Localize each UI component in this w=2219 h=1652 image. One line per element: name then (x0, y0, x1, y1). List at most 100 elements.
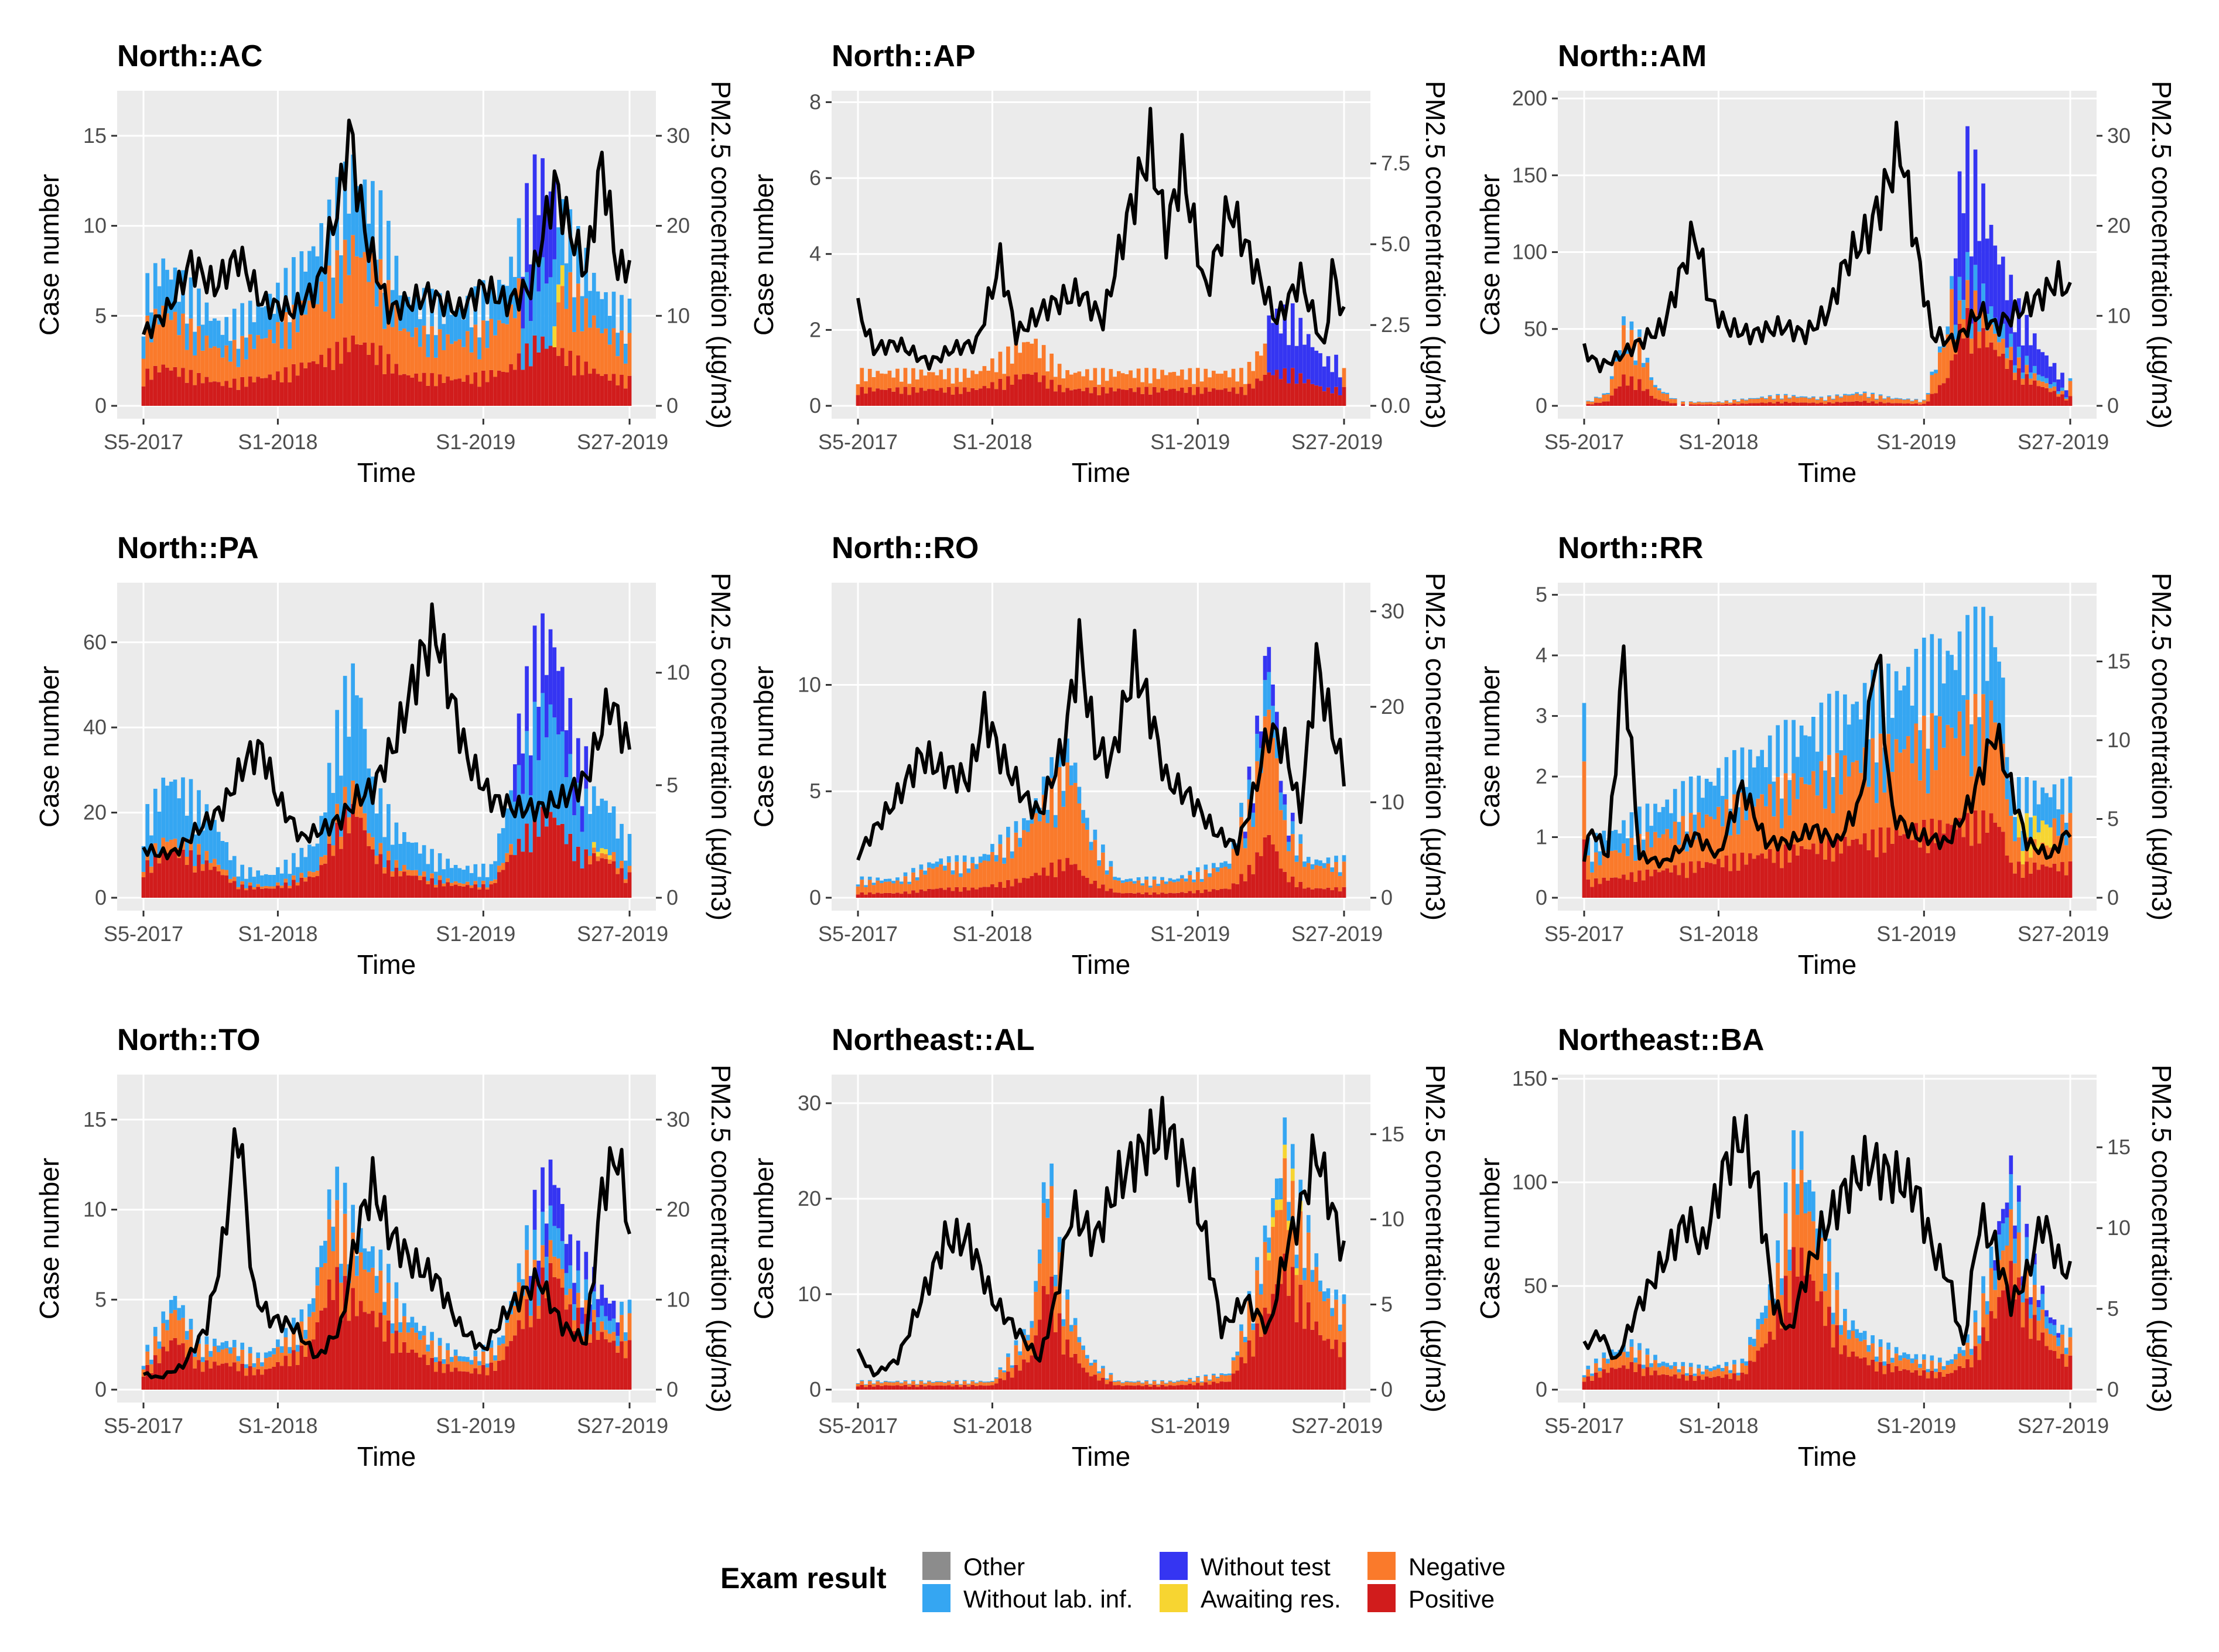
bar-segment-negative (1097, 384, 1101, 395)
bar-segment-nolab (197, 288, 201, 326)
bar-segment-negative (1136, 1381, 1141, 1386)
bar-segment-positive (367, 1314, 371, 1390)
bar-segment-nolab (1195, 867, 1200, 872)
bar-segment-negative (1783, 1213, 1788, 1276)
bar-segment-positive (378, 345, 383, 406)
bar-segment-positive (627, 1340, 632, 1390)
bar-segment-negative (1862, 1339, 1867, 1357)
bar-segment-positive (2001, 832, 2005, 898)
bar-segment-positive (387, 1320, 391, 1390)
bar-segment-positive (532, 810, 537, 898)
bar-segment-negative (347, 275, 351, 353)
bar-segment-negative (588, 327, 592, 374)
bar-segment-nolab (1697, 1364, 1701, 1369)
bar-segment-negative (596, 328, 600, 374)
bar-segment-positive (1598, 403, 1602, 406)
bar-segment-negative (1791, 773, 1796, 844)
bar-segment-positive (1799, 402, 1804, 406)
bar-segment-positive (915, 392, 919, 406)
bar-segment-positive (1953, 354, 1958, 406)
bar-segment-nolab (394, 255, 399, 304)
bar-segment-notest (552, 175, 557, 259)
bar-segment-negative (1961, 755, 1966, 837)
bar-segment-positive (604, 1339, 608, 1390)
bar-segment-negative (1890, 399, 1895, 403)
bar-segment-negative (564, 309, 569, 366)
bar-segment-nolab (611, 292, 616, 329)
bar-segment-negative (1105, 874, 1109, 891)
bar-segment-negative (204, 336, 209, 377)
bar-segment-positive (2013, 1299, 2017, 1390)
bar-segment-positive (1772, 863, 1776, 898)
legend-item: Without lab. inf. (922, 1584, 1133, 1613)
bar-segment-positive (1831, 1347, 1835, 1390)
bar-segment-negative (2029, 1318, 2033, 1339)
bar-segment-positive (406, 1352, 411, 1390)
bar-segment-positive (268, 374, 272, 406)
bar-segment-positive (1085, 877, 1089, 898)
bar-segment-positive (994, 389, 999, 406)
bar-segment-nolab (189, 277, 193, 319)
bar-segment-negative (1649, 380, 1654, 396)
bar-segment-positive (228, 1366, 233, 1390)
bar-segment-positive (2064, 875, 2068, 898)
bar-segment-negative (197, 1343, 201, 1360)
bar-segment-nolab (358, 1228, 363, 1253)
bar-segment-nolab (919, 1380, 924, 1381)
bar-segment-notest (2009, 1155, 2013, 1175)
bar-segment-nolab (402, 1303, 406, 1316)
bar-segment-negative (1767, 1300, 1772, 1332)
bar-segment-negative (1089, 1365, 1093, 1377)
bar-segment-nolab (903, 1380, 908, 1381)
bar-segment-nolab (1704, 778, 1709, 815)
bar-segment-nolab (1930, 634, 1934, 713)
bar-segment-positive (276, 885, 280, 898)
bar-segment-negative (434, 357, 438, 387)
bar-segment-negative (591, 847, 596, 853)
bar-segment-positive (1602, 877, 1606, 898)
bar-segment-positive (584, 361, 589, 406)
bar-segment-nolab (1152, 876, 1157, 880)
bar-segment-notest (536, 706, 541, 761)
bar-segment-negative (1906, 1359, 1910, 1370)
bar-segment-positive (1851, 1351, 1855, 1390)
bar-segment-nolab (1693, 402, 1697, 403)
bar-segment-positive (1215, 389, 1220, 406)
bar-segment-positive (1606, 1373, 1610, 1390)
bar-segment-negative (616, 356, 620, 386)
bar-segment-negative (1704, 1369, 1709, 1377)
bar-segment-negative (1981, 306, 1985, 329)
bar-segment-positive (1093, 880, 1097, 898)
x-axis-title: Time (357, 457, 416, 488)
bar-segment-positive (607, 380, 612, 406)
bar-segment-nolab (1926, 748, 1930, 793)
x-tick-label: S1-2019 (436, 430, 515, 454)
bar-segment-positive (1688, 861, 1693, 898)
bar-segment-nolab (1946, 1360, 1950, 1365)
bar-segment-nolab (1934, 1369, 1938, 1372)
bar-segment-nolab (169, 781, 173, 840)
bar-segment-awaiting (1290, 1168, 1295, 1181)
bar-segment-negative (2016, 357, 2021, 368)
bar-segment-negative (1744, 1365, 1749, 1374)
bar-segment-positive (1871, 1359, 1875, 1390)
bar-segment-positive (596, 374, 600, 406)
bar-segment-nolab (437, 853, 442, 876)
bar-segment-negative (616, 868, 620, 874)
bar-segment-positive (1049, 1276, 1054, 1390)
bar-segment-nolab (584, 1279, 589, 1301)
bar-segment-positive (457, 1371, 462, 1390)
bar-segment-positive (1748, 403, 1752, 406)
bar-segment-negative (1835, 1290, 1840, 1325)
bar-segment-nolab (2044, 793, 2049, 825)
bar-segment-nolab (604, 292, 608, 329)
bar-segment-negative (1839, 794, 1843, 854)
bar-segment-negative (876, 880, 880, 893)
bar-segment-negative (145, 315, 150, 369)
bar-segment-negative (1195, 1377, 1200, 1383)
bar-segment-negative (887, 1382, 892, 1386)
bar-segment-positive (497, 872, 501, 898)
bar-segment-negative (260, 886, 264, 889)
bar-segment-positive (1950, 825, 1954, 898)
bar-segment-negative (232, 1347, 237, 1363)
